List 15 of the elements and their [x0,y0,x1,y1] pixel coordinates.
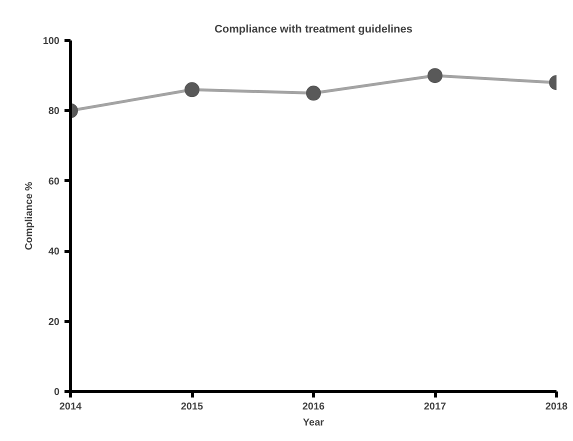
y-axis-title: Compliance % [24,182,35,250]
point [306,86,321,101]
x-tick-label: 2018 [545,402,568,412]
x-tick-label: 2015 [180,402,204,412]
x-tick-label: 2014 [59,402,82,412]
y-tick-label: 80 [48,106,60,118]
x-axis-title: Year [302,418,324,428]
chart-title: Compliance with treatment guidelines [214,24,413,36]
y-tick-label: 40 [48,246,60,258]
x-tick-label: 2017 [424,402,447,412]
x-tick-label: 2016 [302,402,326,412]
y-tick-label: 20 [48,316,60,328]
y-tick-label: 60 [48,176,60,188]
y-tick-label: 100 [42,36,60,47]
y-tick-label: 0 [54,387,60,398]
